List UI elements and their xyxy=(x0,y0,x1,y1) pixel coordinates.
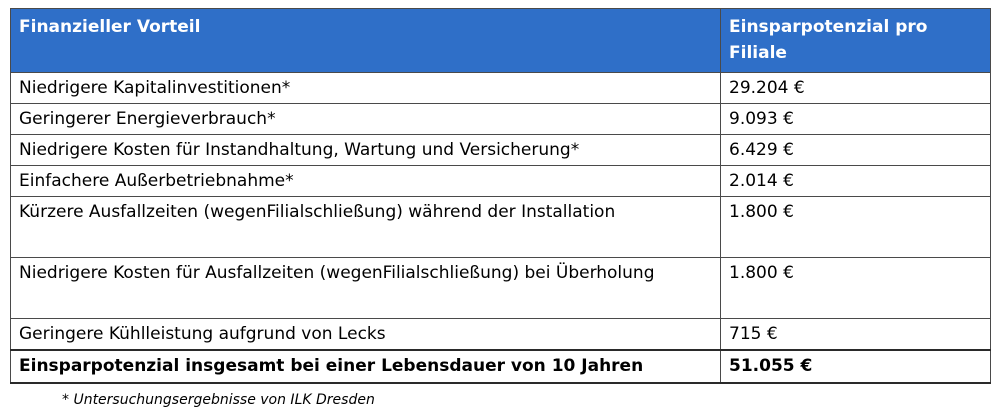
row-label: Geringere Kühlleistung aufgrund von Leck… xyxy=(10,318,721,351)
row-value: 715 € xyxy=(720,318,991,351)
footnote: * Untersuchungsergebnisse von ILK Dresde… xyxy=(62,392,375,408)
row-label: Kürzere Ausfallzeiten (wegenFilialschlie… xyxy=(10,196,721,258)
savings-table-container: Finanzieller Vorteil Einsparpotenzial pr… xyxy=(10,8,991,384)
table-row: Geringere Kühlleistung aufgrund von Leck… xyxy=(10,318,991,351)
row-value: 1.800 € xyxy=(720,196,991,258)
row-value: 2.014 € xyxy=(720,165,991,197)
table-row: Kürzere Ausfallzeiten (wegenFilialschlie… xyxy=(10,196,991,258)
row-value: 29.204 € xyxy=(720,72,991,104)
row-value: 1.800 € xyxy=(720,257,991,319)
row-label: Einfachere Außerbetriebnahme* xyxy=(10,165,721,197)
table-row: Niedrigere Kapitalinvestitionen* 29.204 … xyxy=(10,72,991,104)
row-label: Geringerer Energieverbrauch* xyxy=(10,103,721,135)
table-row: Niedrigere Kosten für Ausfallzeiten (weg… xyxy=(10,257,991,319)
row-label: Niedrigere Kapitalinvestitionen* xyxy=(10,72,721,104)
row-label: Niedrigere Kosten für Instandhaltung, Wa… xyxy=(10,134,721,166)
header-savings-per-store: Einsparpotenzial pro Filiale xyxy=(720,8,991,73)
table-header-row: Finanzieller Vorteil Einsparpotenzial pr… xyxy=(10,8,991,73)
total-row: Einsparpotenzial insgesamt bei einer Leb… xyxy=(10,349,991,384)
total-label: Einsparpotenzial insgesamt bei einer Leb… xyxy=(10,349,721,384)
total-value: 51.055 € xyxy=(720,349,991,384)
table-row: Geringerer Energieverbrauch* 9.093 € xyxy=(10,103,991,135)
row-value: 9.093 € xyxy=(720,103,991,135)
table-row: Niedrigere Kosten für Instandhaltung, Wa… xyxy=(10,134,991,166)
savings-table: Finanzieller Vorteil Einsparpotenzial pr… xyxy=(10,8,991,384)
table-row: Einfachere Außerbetriebnahme* 2.014 € xyxy=(10,165,991,197)
header-financial-benefit: Finanzieller Vorteil xyxy=(10,8,721,73)
row-value: 6.429 € xyxy=(720,134,991,166)
row-label: Niedrigere Kosten für Ausfallzeiten (weg… xyxy=(10,257,721,319)
